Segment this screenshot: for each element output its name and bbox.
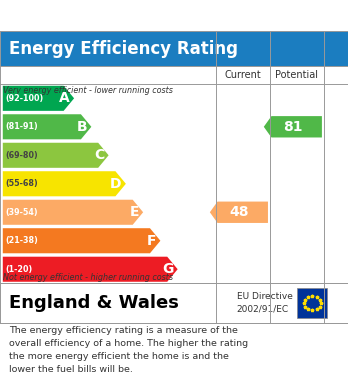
- Polygon shape: [264, 116, 322, 138]
- Text: England & Wales: England & Wales: [9, 294, 179, 312]
- Polygon shape: [210, 202, 268, 223]
- Text: The energy efficiency rating is a measure of the
overall efficiency of a home. T: The energy efficiency rating is a measur…: [9, 326, 248, 374]
- Text: F: F: [147, 234, 156, 248]
- Polygon shape: [3, 257, 177, 282]
- Bar: [0, 31, 348, 66]
- Bar: [0, 84, 348, 283]
- Polygon shape: [3, 200, 143, 225]
- Text: (92-100): (92-100): [6, 94, 44, 103]
- Bar: [0, 323, 348, 391]
- Text: (39-54): (39-54): [6, 208, 38, 217]
- Text: Current: Current: [224, 70, 261, 80]
- Text: D: D: [110, 177, 122, 191]
- Polygon shape: [3, 114, 91, 139]
- Text: Potential: Potential: [275, 70, 318, 80]
- Bar: [0, 66, 348, 84]
- Text: Not energy efficient - higher running costs: Not energy efficient - higher running co…: [3, 273, 174, 282]
- Text: 81: 81: [283, 120, 303, 134]
- Polygon shape: [3, 143, 109, 168]
- Text: (55-68): (55-68): [6, 179, 38, 188]
- Text: (1-20): (1-20): [6, 265, 33, 274]
- Text: EU Directive
2002/91/EC: EU Directive 2002/91/EC: [237, 292, 293, 314]
- Text: (69-80): (69-80): [6, 151, 38, 160]
- Text: B: B: [77, 120, 87, 134]
- Text: 48: 48: [229, 205, 249, 219]
- Bar: [0, 283, 348, 323]
- Text: G: G: [162, 262, 173, 276]
- Polygon shape: [3, 228, 160, 253]
- Text: E: E: [129, 205, 139, 219]
- Text: Energy Efficiency Rating: Energy Efficiency Rating: [9, 40, 238, 58]
- Text: C: C: [94, 148, 104, 162]
- Text: Very energy efficient - lower running costs: Very energy efficient - lower running co…: [3, 86, 173, 95]
- Text: (81-91): (81-91): [6, 122, 38, 131]
- Text: A: A: [59, 91, 70, 105]
- Text: (21-38): (21-38): [6, 236, 38, 245]
- Polygon shape: [3, 86, 74, 111]
- Polygon shape: [3, 171, 126, 196]
- Bar: [297, 288, 327, 318]
